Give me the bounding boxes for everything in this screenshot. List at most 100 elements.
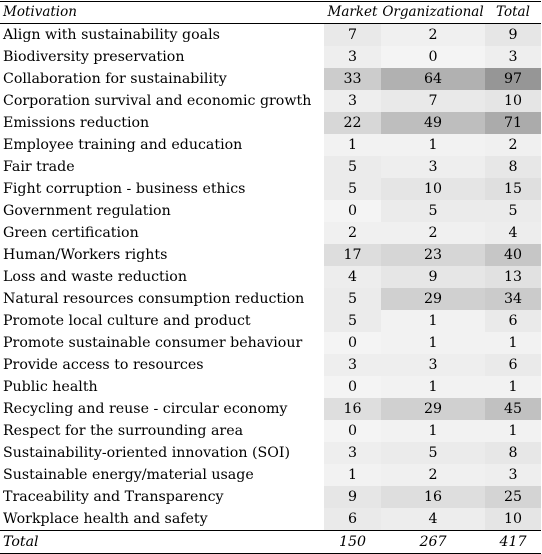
row-label: Public health [3,379,98,395]
table-row: Corporation survival and economic growth… [0,90,541,112]
table-row: Employee training and education 1 1 2 [0,134,541,156]
row-label: Human/Workers rights [3,247,168,263]
organizational-cell: 3 [381,156,485,178]
total-cell: 15 [485,178,541,200]
row-label: Recycling and reuse - circular economy [3,401,288,417]
organizational-cell: 2 [381,464,485,486]
table-row: Workplace health and safety 6 4 10 [0,508,541,531]
organizational-cell: 7 [381,90,485,112]
market-cell: 5 [324,288,381,310]
total-cell: 6 [485,354,541,376]
table-row: Natural resources consumption reduction 5… [0,288,541,310]
total-total-cell: 417 [485,530,541,554]
table-row: Biodiversity preservation 3 0 3 [0,46,541,68]
row-label: Biodiversity preservation [3,49,185,65]
table-row: Collaboration for sustainability 33 64 97 [0,68,541,90]
total-cell: 10 [485,508,541,531]
organizational-cell: 10 [381,178,485,200]
total-cell: 40 [485,244,541,266]
column-header-motivation: Motivation [0,1,324,24]
row-label: Traceability and Transparency [3,489,224,505]
organizational-cell: 23 [381,244,485,266]
row-label: Sustainable energy/material usage [3,467,254,483]
table-row: Fight corruption - business ethics 5 10 15 [0,178,541,200]
table-header: Motivation Market Organizational Total [0,1,541,24]
market-cell: 2 [324,222,381,244]
market-cell: 5 [324,156,381,178]
table-row: Respect for the surrounding area 0 1 1 [0,420,541,442]
organizational-cell: 29 [381,288,485,310]
organizational-cell: 0 [381,46,485,68]
organizational-cell: 29 [381,398,485,420]
table-row: Align with sustainability goals 7 2 9 [0,23,541,46]
market-cell: 7 [324,23,381,46]
total-cell: 3 [485,464,541,486]
market-cell: 5 [324,310,381,332]
organizational-cell: 1 [381,420,485,442]
organizational-cell: 64 [381,68,485,90]
total-cell: 5 [485,200,541,222]
table-row: Recycling and reuse - circular economy 16… [0,398,541,420]
market-cell: 0 [324,420,381,442]
total-cell: 34 [485,288,541,310]
organizational-cell: 3 [381,354,485,376]
row-label: Fight corruption - business ethics [3,181,246,197]
organizational-cell: 5 [381,200,485,222]
total-row: Total 150 267 417 [0,530,541,554]
market-cell: 5 [324,178,381,200]
organizational-cell: 16 [381,486,485,508]
total-cell: 45 [485,398,541,420]
table-row: Provide access to resources 3 3 6 [0,354,541,376]
market-cell: 1 [324,134,381,156]
organizational-cell: 5 [381,442,485,464]
row-label: Loss and waste reduction [3,269,187,285]
total-market-cell: 150 [324,530,381,554]
table-row: Traceability and Transparency 9 16 25 [0,486,541,508]
market-cell: 3 [324,354,381,376]
total-cell: 71 [485,112,541,134]
market-cell: 16 [324,398,381,420]
column-header-organizational: Organizational [381,1,485,24]
total-cell: 4 [485,222,541,244]
total-cell: 13 [485,266,541,288]
market-cell: 0 [324,200,381,222]
organizational-cell: 4 [381,508,485,531]
row-label: Sustainability-oriented innovation (SOI) [3,445,290,461]
table-row: Sustainability-oriented innovation (SOI)… [0,442,541,464]
total-cell: 6 [485,310,541,332]
row-label: Respect for the surrounding area [3,423,244,439]
row-label: Green certification [3,225,139,241]
market-cell: 0 [324,376,381,398]
row-label: Natural resources consumption reduction [3,291,305,307]
total-cell: 8 [485,156,541,178]
market-cell: 33 [324,68,381,90]
row-label: Corporation survival and economic growth [3,93,312,109]
organizational-cell: 49 [381,112,485,134]
total-cell: 1 [485,420,541,442]
total-cell: 1 [485,376,541,398]
table-row: Public health 0 1 1 [0,376,541,398]
total-cell: 10 [485,90,541,112]
row-label: Align with sustainability goals [3,27,220,43]
table-row: Green certification 2 2 4 [0,222,541,244]
row-label: Promote sustainable consumer behaviour [3,335,303,351]
market-cell: 4 [324,266,381,288]
table-row: Government regulation 0 5 5 [0,200,541,222]
row-label: Workplace health and safety [3,511,208,527]
row-label: Emissions reduction [3,115,150,131]
market-cell: 6 [324,508,381,531]
table-row: Sustainable energy/material usage 1 2 3 [0,464,541,486]
market-cell: 1 [324,464,381,486]
total-cell: 1 [485,332,541,354]
market-cell: 3 [324,442,381,464]
row-label: Collaboration for sustainability [3,71,227,87]
market-cell: 3 [324,46,381,68]
total-organizational-cell: 267 [381,530,485,554]
organizational-cell: 2 [381,23,485,46]
total-cell: 2 [485,134,541,156]
table-row: Emissions reduction 22 49 71 [0,112,541,134]
table-row: Human/Workers rights 17 23 40 [0,244,541,266]
total-cell: 9 [485,23,541,46]
